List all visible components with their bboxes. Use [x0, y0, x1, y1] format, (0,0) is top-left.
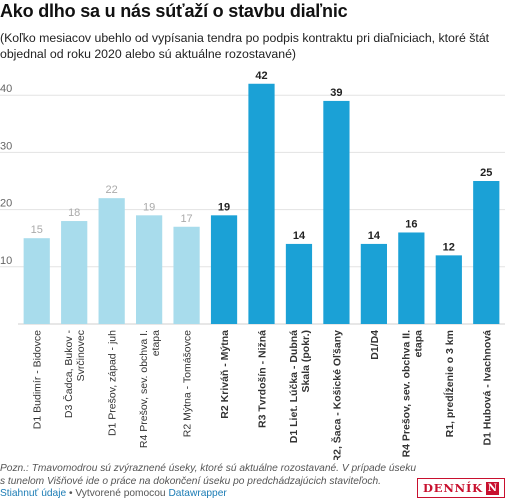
x-tick-label: D3 Čadca, Bukov - [62, 329, 75, 418]
bar-value-label: 22 [106, 184, 118, 196]
bar [398, 232, 425, 324]
bar [248, 83, 275, 324]
bar-value-label: 19 [218, 201, 230, 213]
bar-value-label: 18 [68, 207, 80, 219]
bar-value-label: 17 [180, 213, 192, 225]
bar-value-label: 39 [330, 87, 342, 99]
x-tick-label: D1/D4 [369, 330, 381, 360]
y-tick-label: 10 [0, 255, 12, 267]
logo-n-mark: N [485, 481, 499, 495]
x-tick-label: D1 Liet. Lúčka - Dubná [288, 330, 300, 443]
bar-value-label: 15 [31, 224, 43, 236]
bar-value-label: 14 [368, 230, 381, 242]
x-tick-label: R4 Prešov, sev. obchva II. [400, 330, 412, 458]
bar [435, 255, 462, 324]
bar [210, 215, 238, 324]
bar-chart-svg: 10 20 30 40 15 D1 Budimír - Bidovce 18 D3 Čadca… [0, 70, 505, 462]
x-tick-label: etapa [412, 330, 424, 358]
x-tick-label: R3 Tvrdošín - Nižná [257, 330, 269, 428]
bar-value-label: 19 [143, 201, 155, 213]
x-tick-label: D1 Hubová - Ivachnová [481, 330, 493, 446]
footer-separator: • Vytvorené pomocou [66, 488, 169, 499]
x-tick-label: R2 Kriváň - Mýtna [219, 330, 231, 419]
bar [285, 243, 313, 324]
x-tick-label: R1, predĺženie o 3 km [442, 330, 456, 437]
bar-chart: 10 20 30 40 15 D1 Budimír - Bidovce 18 D3 Čadca… [0, 68, 507, 462]
chart-footer: Stiahnuť údaje • Vytvorené pomocou Dataw… [0, 488, 420, 500]
x-tick-label: R4 Prešov, sev. obchva I. [138, 330, 150, 448]
bar [360, 243, 387, 324]
chart-subtitle: (Koľko mesiacov ubehlo od vypísania tend… [0, 31, 490, 61]
datawrapper-link[interactable]: Datawrapper [168, 488, 227, 499]
x-tick-label: D1 Budimír - Bidovce [32, 330, 44, 429]
x-tick-label: D1 Prešov, západ - juh [107, 330, 119, 436]
x-tick-label: R2, Šaca - Košické Oľšany [330, 330, 343, 460]
bar-value-label: 42 [255, 70, 267, 82]
y-tick-label: 40 [0, 83, 12, 95]
bar-value-label: 14 [293, 230, 306, 242]
bar [473, 181, 500, 324]
chart-note: Pozn.: Tmavomodrou sú zvýraznené úseky, … [0, 463, 417, 487]
x-tick-label: R2 Mýtna - Tomášovce [182, 330, 194, 437]
bar-value-label: 16 [405, 218, 417, 230]
dennik-n-logo[interactable]: DENNÍK N [417, 478, 505, 498]
y-tick-label: 20 [0, 198, 12, 210]
x-tick-label: Svrčinovec [75, 330, 87, 381]
bar [173, 226, 200, 324]
bar [136, 215, 163, 324]
logo-text: DENNÍK [423, 481, 483, 495]
bar [23, 238, 50, 324]
y-tick-label: 30 [0, 140, 12, 152]
bar [98, 198, 125, 324]
x-tick-label: Skala (pokr.) [300, 330, 312, 392]
x-tick-label: etapa [150, 330, 162, 356]
bar [323, 100, 350, 324]
bar [61, 221, 88, 324]
bar-value-label: 25 [480, 167, 492, 179]
bar-value-label: 12 [443, 241, 455, 253]
download-data-link[interactable]: Stiahnuť údaje [0, 488, 67, 499]
chart-title: Ako dlho sa u nás súťaží o stavbu diaľni… [0, 1, 348, 21]
